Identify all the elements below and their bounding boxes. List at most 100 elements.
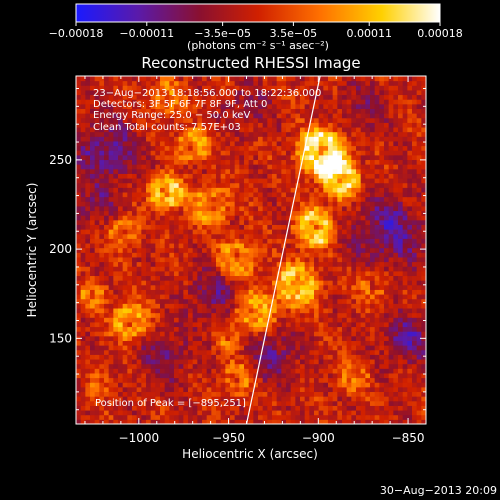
- heatmap-cell: [360, 266, 366, 272]
- heatmap-cell: [160, 205, 166, 212]
- heatmap-cell: [267, 372, 273, 379]
- heatmap-cell: [398, 243, 404, 249]
- heatmap-cell: [281, 331, 287, 337]
- heatmap-cell: [328, 308, 334, 314]
- heatmap-cell: [188, 331, 194, 337]
- heatmap-cell: [80, 345, 86, 351]
- heatmap-cell: [108, 196, 114, 202]
- heatmap-cell: [318, 233, 324, 239]
- heatmap-cell: [85, 312, 91, 318]
- heatmap-cell: [132, 410, 138, 416]
- heatmap-cell: [178, 298, 184, 304]
- heatmap-cell: [346, 131, 352, 137]
- heatmap-cell: [155, 154, 161, 161]
- heatmap-cell: [122, 340, 128, 346]
- heatmap-cell: [262, 308, 268, 314]
- heatmap-cell: [323, 410, 329, 416]
- heatmap-cell: [314, 303, 320, 309]
- heatmap-cell: [267, 243, 273, 249]
- heatmap-cell: [398, 391, 404, 397]
- heatmap-cell: [295, 377, 301, 383]
- heatmap-cell: [346, 247, 352, 253]
- heatmap-cell: [374, 122, 380, 128]
- heatmap-cell: [178, 182, 184, 188]
- heatmap-cell: [141, 192, 147, 198]
- heatmap-cell: [351, 131, 357, 137]
- heatmap-cell: [337, 312, 343, 318]
- heatmap-cell: [412, 215, 418, 221]
- heatmap-cell: [290, 386, 296, 393]
- heatmap-cell: [281, 289, 287, 295]
- heatmap-cell: [304, 252, 310, 258]
- heatmap-cell: [239, 173, 245, 179]
- heatmap-cell: [276, 136, 282, 142]
- heatmap-cell: [206, 205, 212, 212]
- heatmap-cell: [384, 168, 390, 174]
- heatmap-cell: [169, 377, 175, 383]
- heatmap-cell: [178, 215, 184, 221]
- heatmap-cell: [295, 410, 301, 416]
- heatmap-cell: [248, 168, 254, 174]
- heatmap-cell: [230, 317, 236, 323]
- heatmap-cell: [108, 386, 114, 393]
- heatmap-cell: [290, 247, 296, 253]
- heatmap-cell: [155, 196, 161, 202]
- heatmap-cell: [80, 410, 86, 416]
- heatmap-cell: [346, 298, 352, 304]
- heatmap-cell: [80, 298, 86, 304]
- heatmap-cell: [244, 308, 250, 314]
- heatmap-cell: [398, 229, 404, 235]
- heatmap-cell: [174, 280, 180, 286]
- heatmap-cell: [342, 317, 348, 323]
- heatmap-cell: [309, 243, 315, 249]
- heatmap-cell: [183, 391, 189, 397]
- heatmap-cell: [384, 410, 390, 416]
- heatmap-cell: [365, 154, 371, 161]
- heatmap-cell: [267, 284, 273, 290]
- heatmap-cell: [365, 400, 371, 406]
- heatmap-cell: [272, 280, 278, 286]
- heatmap-cell: [370, 326, 376, 332]
- heatmap-cell: [318, 122, 324, 128]
- heatmap-cell: [384, 127, 390, 133]
- heatmap-cell: [346, 308, 352, 314]
- heatmap-cell: [108, 354, 114, 360]
- heatmap-cell: [416, 150, 422, 156]
- heatmap-cell: [155, 127, 161, 133]
- heatmap-cell: [211, 340, 217, 346]
- heatmap-cell: [118, 317, 124, 323]
- heatmap-cell: [183, 321, 189, 328]
- heatmap-cell: [127, 187, 133, 193]
- heatmap-cell: [202, 233, 208, 239]
- heatmap-cell: [141, 345, 147, 351]
- heatmap-cell: [421, 182, 426, 188]
- heatmap-cell: [300, 196, 306, 202]
- heatmap-cell: [309, 363, 315, 369]
- heatmap-cell: [337, 414, 343, 420]
- heatmap-cell: [379, 396, 385, 402]
- heatmap-cell: [141, 377, 147, 383]
- heatmap-cell: [155, 210, 161, 216]
- heatmap-cell: [272, 261, 278, 267]
- heatmap-cell: [225, 210, 231, 216]
- heatmap-cell: [272, 201, 278, 207]
- heatmap-cell: [393, 294, 399, 300]
- heatmap-cell: [253, 349, 259, 355]
- heatmap-cell: [239, 382, 245, 388]
- heatmap-cell: [407, 270, 413, 277]
- heatmap-cell: [379, 229, 385, 235]
- heatmap-cell: [309, 340, 315, 346]
- heatmap-cell: [122, 284, 128, 290]
- heatmap-cell: [328, 243, 334, 249]
- heatmap-cell: [230, 159, 236, 165]
- heatmap-cell: [234, 224, 240, 230]
- heatmap-cell: [272, 354, 278, 360]
- heatmap-cell: [374, 284, 380, 290]
- heatmap-cell: [141, 238, 147, 244]
- heatmap-cell: [155, 340, 161, 346]
- heatmap-cell: [94, 372, 100, 379]
- heatmap-cell: [113, 410, 119, 416]
- heatmap-cell: [155, 368, 161, 374]
- heatmap-cell: [407, 386, 413, 393]
- heatmap-cell: [253, 275, 259, 281]
